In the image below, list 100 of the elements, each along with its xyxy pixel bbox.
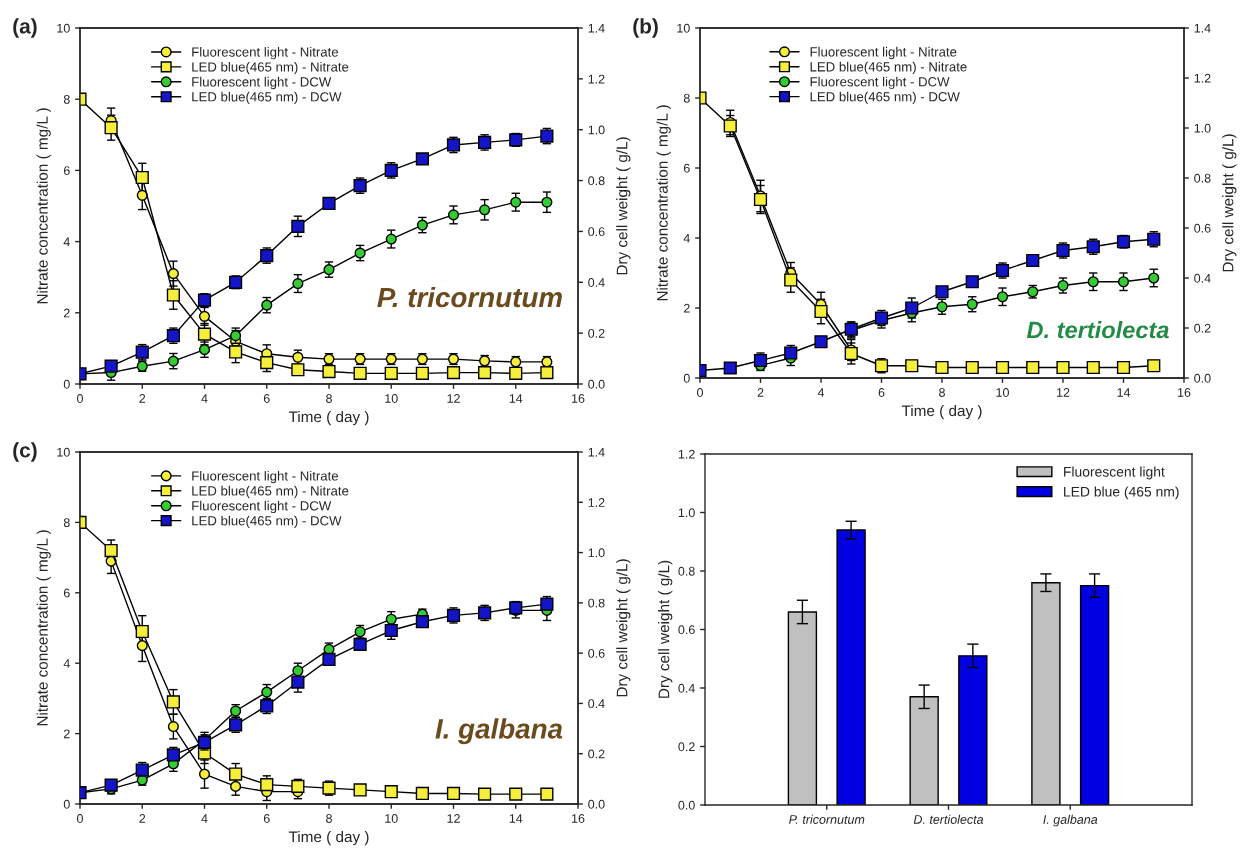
y2-axis-title: Dry cell weight ( g/L): [616, 559, 631, 697]
x-tick-label: 0: [697, 388, 703, 397]
y-axis-title: Nitrate concentration ( mg/L ): [36, 530, 51, 726]
x-tick-label: D. tertiolecta: [913, 814, 984, 824]
x-tick-label: 2: [757, 388, 764, 397]
x-tick-label: 10: [996, 388, 1009, 397]
y2-tick-label: 1.4: [1194, 23, 1211, 33]
y-tick-label: 4: [63, 659, 70, 668]
y-tick-label: 0: [63, 799, 70, 809]
y-tick-label: 0.8: [678, 566, 695, 576]
x-tick-label: 16: [1178, 388, 1191, 397]
y2-tick-label: 0.4: [588, 699, 605, 709]
y2-axis-title: Dry cell weight ( g/L): [616, 137, 631, 275]
x-tick-label: 10: [385, 814, 398, 823]
legend-label: Fluorescent light: [1064, 466, 1165, 480]
annotation: I. galbana: [435, 718, 563, 745]
y-tick-label: 0: [683, 373, 690, 383]
y-tick-label: 0.6: [678, 625, 695, 635]
y-tick-label: 1.2: [678, 449, 695, 459]
x-axis-title: Time ( day ): [288, 410, 369, 426]
legend-label: Fluorescent light - Nitrate: [192, 46, 339, 60]
legend-label: LED blue(465 nm) - DCW: [192, 515, 342, 529]
y-tick-label: 6: [63, 166, 70, 176]
x-axis-title: Time ( day ): [901, 404, 982, 420]
legend-label: LED blue(465 nm) - DCW: [192, 91, 342, 105]
x-tick-label: I. galbana: [1043, 814, 1098, 827]
y2-tick-label: 0.4: [1194, 273, 1211, 283]
legend-label: LED blue(465 nm) - Nitrate: [192, 61, 349, 75]
y2-tick-label: 1.4: [588, 447, 605, 457]
x-tick-label: 2: [139, 394, 146, 403]
y-tick-label: 2: [683, 303, 690, 313]
x-tick-label: 6: [878, 388, 885, 397]
y2-tick-label: 1.2: [588, 498, 605, 507]
x-tick-label: 4: [201, 814, 208, 823]
y-axis-title: Nitrate concentration ( mg/L ): [36, 108, 51, 304]
x-tick-label: 6: [263, 814, 270, 823]
x-tick-label: 4: [201, 394, 208, 403]
chart-title: (c): [13, 442, 37, 462]
y-tick-label: 1.0: [678, 508, 695, 518]
x-tick-label: 12: [447, 394, 460, 403]
y-tick-label: 4: [63, 237, 70, 247]
y-tick-label: 10: [57, 447, 70, 457]
y-tick-label: 10: [677, 23, 690, 33]
legend-label: LED blue(465 nm) - DCW: [810, 91, 960, 104]
y2-tick-label: 0.6: [1194, 223, 1211, 233]
y2-tick-label: 0.8: [588, 176, 605, 186]
legend-label: Fluorescent light - DCW: [810, 76, 950, 90]
legend-label: Fluorescent light - DCW: [192, 500, 332, 514]
y2-tick-label: 1.2: [588, 74, 605, 84]
legend-label: LED blue (465 nm): [1064, 486, 1179, 500]
x-tick-label: 14: [509, 814, 523, 823]
x-tick-label: 2: [139, 814, 146, 823]
x-tick-label: 6: [263, 394, 270, 403]
y2-axis-title: Dry cell weight ( g/L): [1222, 134, 1237, 272]
y-axis-title: Dry cell weight ( g/L): [658, 560, 673, 698]
y2-tick-label: 1.2: [1194, 73, 1211, 83]
x-tick-label: 14: [509, 394, 523, 403]
y2-tick-label: 0.4: [588, 278, 605, 287]
x-tick-label: 8: [939, 388, 945, 397]
y2-tick-label: 0.2: [1194, 323, 1211, 333]
chart-title: (b): [633, 18, 658, 38]
x-tick-label: 8: [326, 814, 332, 823]
legend-label: LED blue(465 nm) - Nitrate: [810, 61, 967, 75]
legend-label: Fluorescent light - DCW: [192, 76, 332, 90]
y-tick-label: 0.4: [678, 683, 695, 693]
y2-tick-label: 0.2: [588, 328, 605, 338]
y2-tick-label: 0.2: [588, 749, 605, 759]
y2-tick-label: 1.0: [588, 125, 605, 135]
y2-tick-label: 0.0: [588, 799, 605, 809]
y-tick-label: 4: [683, 233, 690, 243]
y-tick-label: 2: [63, 308, 70, 318]
x-tick-label: 0: [77, 814, 83, 823]
legend-label: Fluorescent light - Nitrate: [192, 470, 339, 484]
y-tick-label: 0.2: [678, 742, 695, 752]
chart-title: (a): [13, 18, 37, 38]
y-axis-title: Nitrate concentration ( mg/L ): [656, 105, 671, 301]
x-tick-label: 8: [326, 394, 332, 403]
y-tick-label: 2: [63, 729, 70, 739]
x-tick-label: 16: [572, 814, 585, 823]
x-tick-label: 4: [817, 388, 825, 397]
x-tick-label: 12: [1057, 388, 1070, 397]
y2-tick-label: 0.0: [588, 379, 605, 389]
y-tick-label: 8: [63, 518, 70, 528]
y-tick-label: 0.0: [678, 800, 695, 810]
annotation: D. tertiolecta: [1026, 320, 1169, 339]
legend-label: LED blue(465 nm) - Nitrate: [192, 485, 349, 499]
x-tick-label: 14: [1117, 388, 1131, 397]
y2-tick-label: 0.6: [588, 648, 605, 658]
y-tick-label: 8: [683, 93, 690, 103]
y2-tick-label: 1.4: [588, 23, 605, 33]
y2-tick-label: 0.6: [588, 227, 605, 237]
y-tick-label: 10: [57, 23, 70, 33]
x-tick-label: 12: [447, 814, 460, 823]
y2-tick-label: 1.0: [1194, 123, 1211, 133]
annotation: P. tricornutum: [377, 286, 562, 308]
y2-tick-label: 1.0: [588, 548, 605, 558]
x-tick-label: 0: [77, 394, 83, 403]
y-tick-label: 6: [63, 588, 70, 598]
x-tick-label: 16: [572, 394, 585, 403]
y2-tick-label: 0.8: [588, 598, 605, 608]
